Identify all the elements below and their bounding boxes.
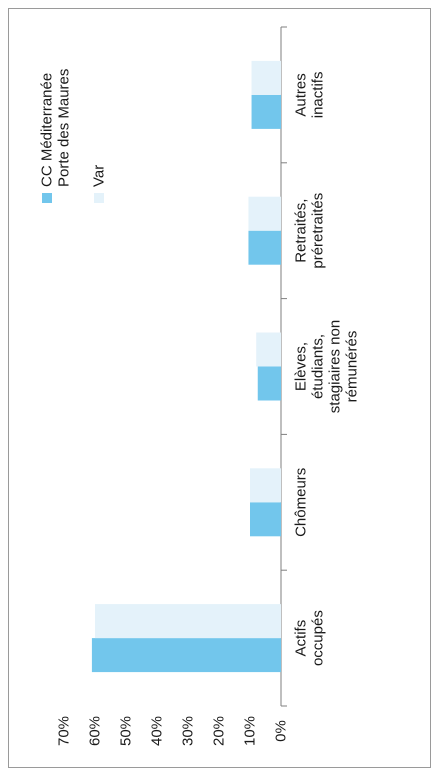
- bar-var: [256, 332, 281, 367]
- legend-label: Porte des Maures: [56, 69, 73, 187]
- chart-frame: 0% 10% 20% 30% 40% 50% 60% 70% Actifs occupés Chôm…: [8, 8, 431, 768]
- category-label: préretraités: [310, 193, 327, 269]
- category-label: rémunérés: [344, 331, 361, 403]
- category-label: Retraités,: [293, 199, 310, 263]
- value-tick-label: 10%: [242, 716, 259, 746]
- category-label: Elèves,: [293, 342, 310, 391]
- legend-swatch: [42, 193, 52, 203]
- bar-ccmpm: [248, 230, 281, 265]
- value-tick-label: 60%: [87, 716, 104, 746]
- bar-var: [248, 196, 281, 231]
- value-tick-label: 0%: [273, 720, 290, 742]
- bar-var: [251, 60, 281, 95]
- value-tick-label: 70%: [56, 716, 73, 746]
- category-label: stagiaires non: [327, 320, 344, 413]
- legend-label: Var: [91, 165, 108, 187]
- bar-var: [250, 468, 281, 503]
- bar-ccmpm: [250, 502, 281, 537]
- value-tick-label: 20%: [211, 716, 228, 746]
- bar-ccmpm: [251, 94, 281, 129]
- category-label: étudiants,: [310, 334, 327, 399]
- category-label: Chômeurs: [293, 468, 310, 537]
- category-label: Autres: [293, 73, 310, 116]
- bar-ccmpm: [91, 638, 282, 673]
- category-label: Actifs: [293, 620, 310, 657]
- bar-var: [95, 604, 281, 639]
- chart-svg: 0% 10% 20% 30% 40% 50% 60% 70% Actifs occupés Chôm…: [39, 26, 361, 746]
- legend-swatch: [94, 193, 104, 203]
- legend-label: CC Méditerranée: [39, 73, 56, 187]
- value-tick-label: 30%: [180, 716, 197, 746]
- value-tick-label: 40%: [149, 716, 166, 746]
- category-label: inactifs: [310, 72, 327, 119]
- bar-ccmpm: [257, 366, 281, 401]
- value-tick-label: 50%: [118, 716, 135, 746]
- category-label: occupés: [310, 610, 327, 666]
